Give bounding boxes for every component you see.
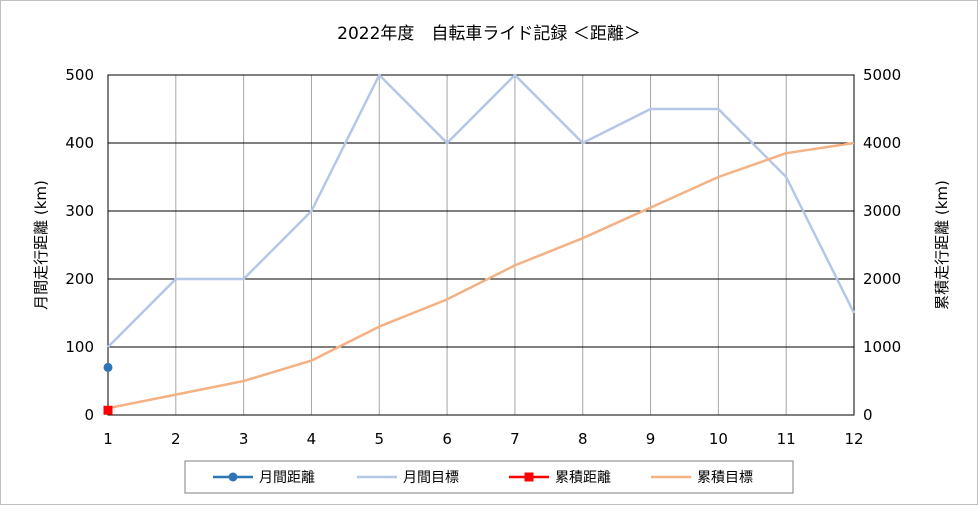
plot-area-border [107, 74, 855, 416]
legend: 月間距離 月間目標 累積距離 累積目標 [213, 469, 753, 486]
series-2-line [107, 73, 856, 348]
x-axis-ticks: 1 2 3 4 5 6 7 8 9 10 11 12 [103, 430, 863, 448]
right-tick-label: 3000 [863, 202, 901, 220]
left-tick-label: 300 [65, 202, 94, 220]
legend-box [184, 460, 794, 494]
right-tick-label: 0 [863, 406, 873, 424]
x-tick-label: 3 [239, 430, 249, 448]
legend-entry-2: 月間目標 [357, 470, 459, 486]
x-tick-label: 9 [646, 430, 656, 448]
series-1-point [103, 362, 113, 372]
left-tick-label: 500 [65, 66, 94, 84]
legend-entry-3-marker [524, 472, 534, 482]
x-tick-label: 10 [709, 430, 728, 448]
left-tick-label: 400 [65, 134, 94, 152]
grid-lines [107, 74, 855, 416]
legend-entry-1-label: 月間距離 [259, 469, 315, 486]
x-tick-label: 5 [374, 430, 384, 448]
right-tick-label: 1000 [863, 338, 901, 356]
right-axis-label: 累積走行距離 (km) [933, 180, 951, 310]
left-tick-label: 0 [84, 406, 94, 424]
left-axis-label: 月間走行距離 (km) [32, 180, 50, 310]
series-layer [103, 73, 856, 415]
left-tick-label: 100 [65, 338, 94, 356]
legend-entry-1: 月間距離 [213, 469, 315, 486]
right-tick-label: 4000 [863, 134, 901, 152]
series-4 [107, 141, 855, 410]
left-tick-label: 200 [65, 270, 94, 288]
series-3 [103, 405, 113, 415]
x-tick-label: 6 [442, 430, 452, 448]
legend-entry-2-label: 月間目標 [403, 470, 459, 486]
legend-entry-1-marker [228, 472, 238, 482]
left-axis-ticks: 0 100 200 300 400 500 [65, 66, 94, 424]
series-3-point [103, 405, 113, 415]
x-tick-label: 8 [578, 430, 588, 448]
x-tick-label: 4 [307, 430, 317, 448]
x-tick-label: 7 [510, 430, 520, 448]
x-tick-label: 1 [103, 430, 113, 448]
x-tick-label: 11 [777, 430, 796, 448]
series-2 [107, 73, 856, 348]
legend-entry-3: 累積距離 [509, 469, 611, 486]
x-tick-label: 12 [844, 430, 863, 448]
x-tick-label: 2 [171, 430, 181, 448]
chart-title: 2022年度 自転車ライド記録 ＜距離＞ [337, 24, 641, 44]
legend-entry-4-label: 累積目標 [697, 470, 753, 486]
legend-entry-3-label: 累積距離 [555, 469, 611, 486]
legend-entry-4: 累積目標 [651, 470, 753, 486]
series-1 [103, 362, 113, 372]
series-4-line [107, 141, 855, 410]
right-axis-ticks: 0 1000 2000 3000 4000 5000 [863, 66, 901, 424]
right-tick-label: 5000 [863, 66, 901, 84]
right-tick-label: 2000 [863, 270, 901, 288]
